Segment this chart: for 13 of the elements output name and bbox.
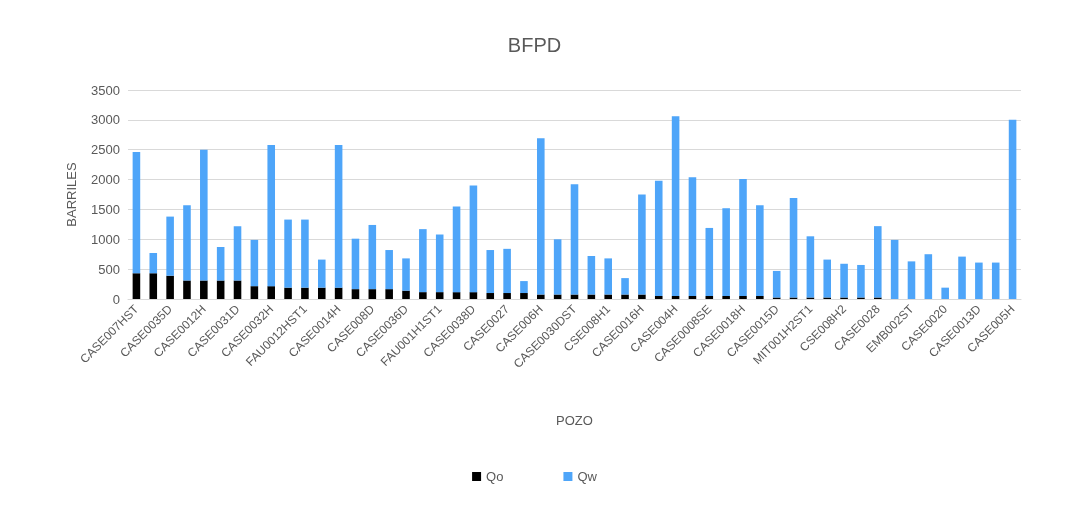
y-tick-label: 3000	[91, 112, 120, 128]
x-axis-title: POZO	[556, 413, 593, 428]
legend-label: Qw	[577, 469, 598, 484]
y-axis-title: BARRILES	[64, 162, 79, 227]
y-tick-label: 2500	[91, 142, 120, 158]
y-tick-label: 1500	[91, 201, 120, 217]
y-tick-label: 1000	[91, 231, 120, 247]
chart-title: BFPD	[507, 34, 562, 56]
y-tick-label: 500	[98, 261, 120, 277]
y-tick-label: 2000	[91, 172, 120, 188]
legend-label: Qo	[486, 469, 504, 484]
y-tick-label: 0	[112, 291, 120, 307]
y-tick-label: 3500	[91, 82, 120, 98]
